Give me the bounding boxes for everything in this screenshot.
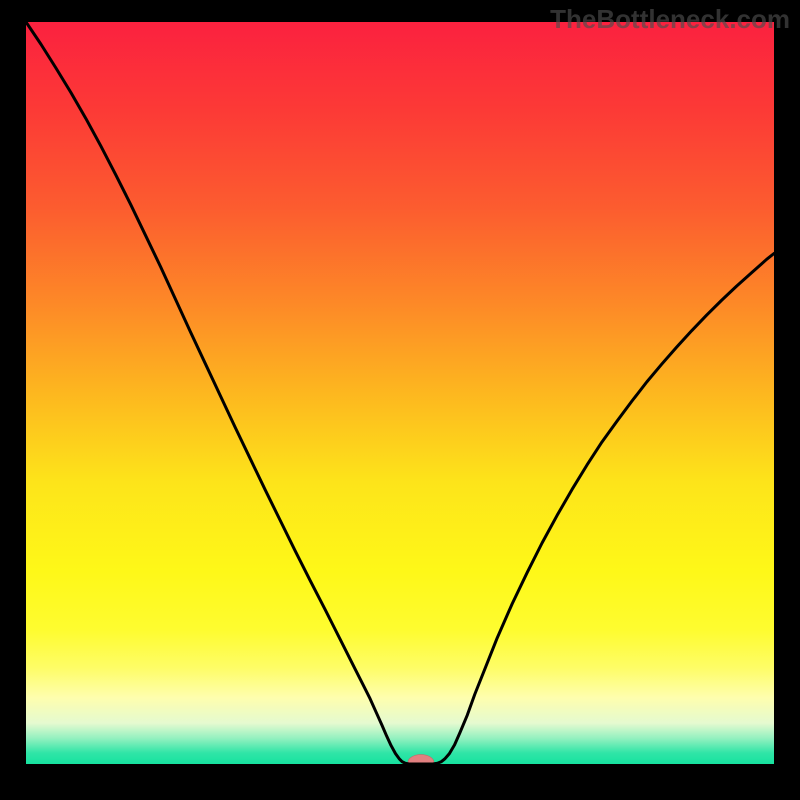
chart-container: TheBottleneck.com xyxy=(0,0,800,800)
watermark-text: TheBottleneck.com xyxy=(550,4,790,35)
plot-area xyxy=(26,22,774,764)
chart-background xyxy=(26,22,774,764)
bottleneck-chart xyxy=(26,22,774,764)
